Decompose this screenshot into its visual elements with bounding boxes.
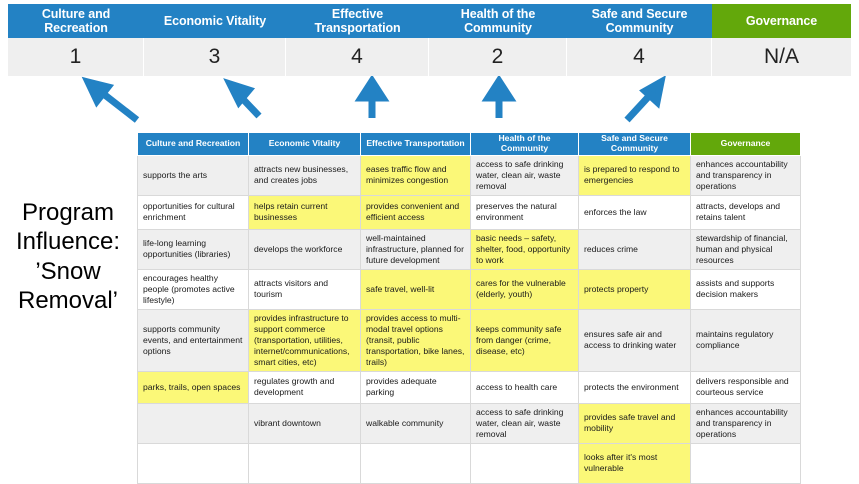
arrow-economic-vitality	[223, 78, 262, 119]
scorecard-header-effective-transportation: Effective Transportation	[286, 4, 429, 38]
matrix-cell	[690, 442, 801, 484]
table-row: supports community events, and entertain…	[137, 308, 801, 372]
matrix-col-safe-and-secure-community: Safe and Secure Community	[578, 132, 691, 156]
matrix-cell: maintains regulatory compliance	[690, 308, 801, 372]
arrow-layer	[81, 76, 666, 123]
matrix-col-economic-vitality: Economic Vitality	[248, 132, 361, 156]
caption-line-3: ’Snow	[35, 257, 101, 285]
scorecard-header-label: Health of the Community	[460, 7, 536, 35]
scorecard-header-label: Culture and Recreation	[41, 7, 111, 35]
matrix-cell: enhances accountability and transparency…	[690, 402, 801, 444]
matrix-cell: enforces the law	[578, 194, 691, 230]
matrix-cell: access to health care	[470, 370, 579, 404]
matrix-cell: is prepared to respond to emergencies	[578, 154, 691, 196]
matrix-cell: opportunities for cultural enrichment	[137, 194, 249, 230]
table-row: vibrant downtown walkable community access…	[137, 402, 801, 444]
matrix-cell: safe travel, well-lit	[360, 268, 471, 310]
arrow-safe-and-secure-community	[624, 76, 666, 123]
matrix-col-governance: Governance	[690, 132, 801, 156]
table-row: life-long learning opportunities (librar…	[137, 228, 801, 270]
matrix-cell: provides convenient and efficient access	[360, 194, 471, 230]
matrix-cell: access to safe drinking water, clean air…	[470, 402, 579, 444]
matrix-cell: life-long learning opportunities (librar…	[137, 228, 249, 270]
matrix-cell: preserves the natural environment	[470, 194, 579, 230]
scorecard-header-health-of-the-community: Health of the Community	[429, 4, 567, 38]
matrix-cell: cares for the vulnerable (elderly, youth…	[470, 268, 579, 310]
matrix-col-culture-and-recreation: Culture and Recreation	[137, 132, 249, 156]
matrix-cell: delivers responsible and courteous servi…	[690, 370, 801, 404]
matrix-cell: provides infrastructure to support comme…	[248, 308, 361, 372]
matrix-header: Culture and Recreation Economic Vitality…	[137, 132, 801, 156]
matrix-cell: enhances accountability and transparency…	[690, 154, 801, 196]
matrix-cell: assists and supports decision makers	[690, 268, 801, 310]
table-row: looks after it's most vulnerable	[137, 442, 801, 484]
matrix-cell: eases traffic flow and minimizes congest…	[360, 154, 471, 196]
matrix-cell: provides access to multi-modal travel op…	[360, 308, 471, 372]
matrix-cell: parks, trails, open spaces	[137, 370, 249, 404]
program-influence-caption: Program Influence: ’Snow Removal’	[2, 198, 134, 315]
matrix-cell: attracts visitors and tourism	[248, 268, 361, 310]
table-row: encourages healthy people (promotes acti…	[137, 268, 801, 310]
scorecard-header-economic-vitality: Economic Vitality	[144, 4, 286, 38]
scorecard-header-safe-and-secure-community: Safe and Secure Community	[567, 4, 712, 38]
table-row: supports the arts attracts new businesses…	[137, 154, 801, 196]
matrix-cell: protects property	[578, 268, 691, 310]
scorecard-value-safe-and-secure-community: 4	[567, 38, 712, 76]
table-row: parks, trails, open spaces regulates grow…	[137, 370, 801, 404]
matrix-header-row: Culture and Recreation Economic Vitality…	[137, 132, 801, 156]
matrix-cell: supports the arts	[137, 154, 249, 196]
matrix-col-effective-transportation: Effective Transportation	[360, 132, 471, 156]
matrix-cell	[248, 442, 361, 484]
influence-matrix-table: Culture and Recreation Economic Vitality…	[137, 132, 801, 484]
matrix-cell: develops the workforce	[248, 228, 361, 270]
matrix-cell: regulates growth and development	[248, 370, 361, 404]
scorecard-value-economic-vitality: 3	[144, 38, 286, 76]
matrix-cell: keeps community safe from danger (crime,…	[470, 308, 579, 372]
matrix-cell: attracts, develops and retains talent	[690, 194, 801, 230]
caption-line-2: Influence:	[15, 228, 121, 256]
scorecard-header-culture-and-recreation: Culture and Recreation	[8, 4, 144, 38]
scorecard-summary-bar: Culture and Recreation Economic Vitality…	[8, 4, 851, 76]
scorecard-value-health-of-the-community: 2	[429, 38, 567, 76]
arrow-culture-and-recreation	[81, 76, 140, 123]
scorecard-value-governance: N/A	[763, 45, 799, 68]
matrix-cell	[137, 442, 249, 484]
caption-line-4: Removal’	[17, 286, 119, 314]
matrix-body: supports the arts attracts new businesses…	[137, 154, 801, 484]
matrix-cell: well-maintained infrastructure, planned …	[360, 228, 471, 270]
scorecard-value-culture-and-recreation: 1	[8, 38, 144, 76]
matrix-cell	[137, 402, 249, 444]
matrix-cell: supports community events, and entertain…	[137, 308, 249, 372]
matrix-cell: helps retain current businesses	[248, 194, 361, 230]
matrix-cell: provides safe travel and mobility	[578, 402, 691, 444]
scorecard-value-effective-transportation: 4	[286, 38, 429, 76]
matrix-cell: looks after it's most vulnerable	[578, 442, 691, 484]
arrow-health-of-the-community	[481, 76, 517, 118]
matrix-cell: walkable community	[360, 402, 471, 444]
matrix-cell: reduces crime	[578, 228, 691, 270]
scorecard-header-label: Governance	[745, 14, 818, 28]
arrow-effective-transportation	[354, 76, 390, 118]
caption-line-1: Program	[21, 199, 115, 226]
scorecard-header-row: Culture and Recreation Economic Vitality…	[8, 4, 851, 38]
scorecard-header-governance: Governance	[712, 4, 851, 38]
matrix-cell: access to safe drinking water, clean air…	[470, 154, 579, 196]
matrix-cell: ensures safe air and access to drinking …	[578, 308, 691, 372]
scorecard-header-label: Economic Vitality	[163, 14, 267, 28]
matrix-cell: provides adequate parking	[360, 370, 471, 404]
table-row: opportunities for cultural enrichment hel…	[137, 194, 801, 230]
matrix-cell: protects the environment	[578, 370, 691, 404]
matrix-cell: attracts new businesses, and creates job…	[248, 154, 361, 196]
matrix-cell	[360, 442, 471, 484]
scorecard-header-label: Safe and Secure Community	[591, 7, 688, 35]
matrix-cell	[470, 442, 579, 484]
scorecard-value-row: 1 3 4 2 4 N/A	[8, 38, 851, 76]
matrix-cell: encourages healthy people (promotes acti…	[137, 268, 249, 310]
matrix-cell: stewardship of financial, human and phys…	[690, 228, 801, 270]
matrix-col-health-of-the-community: Health of the Community	[470, 132, 579, 156]
scorecard-header-label: Effective Transportation	[314, 7, 401, 35]
matrix-cell: vibrant downtown	[248, 402, 361, 444]
matrix-cell: basic needs – safety, shelter, food, opp…	[470, 228, 579, 270]
